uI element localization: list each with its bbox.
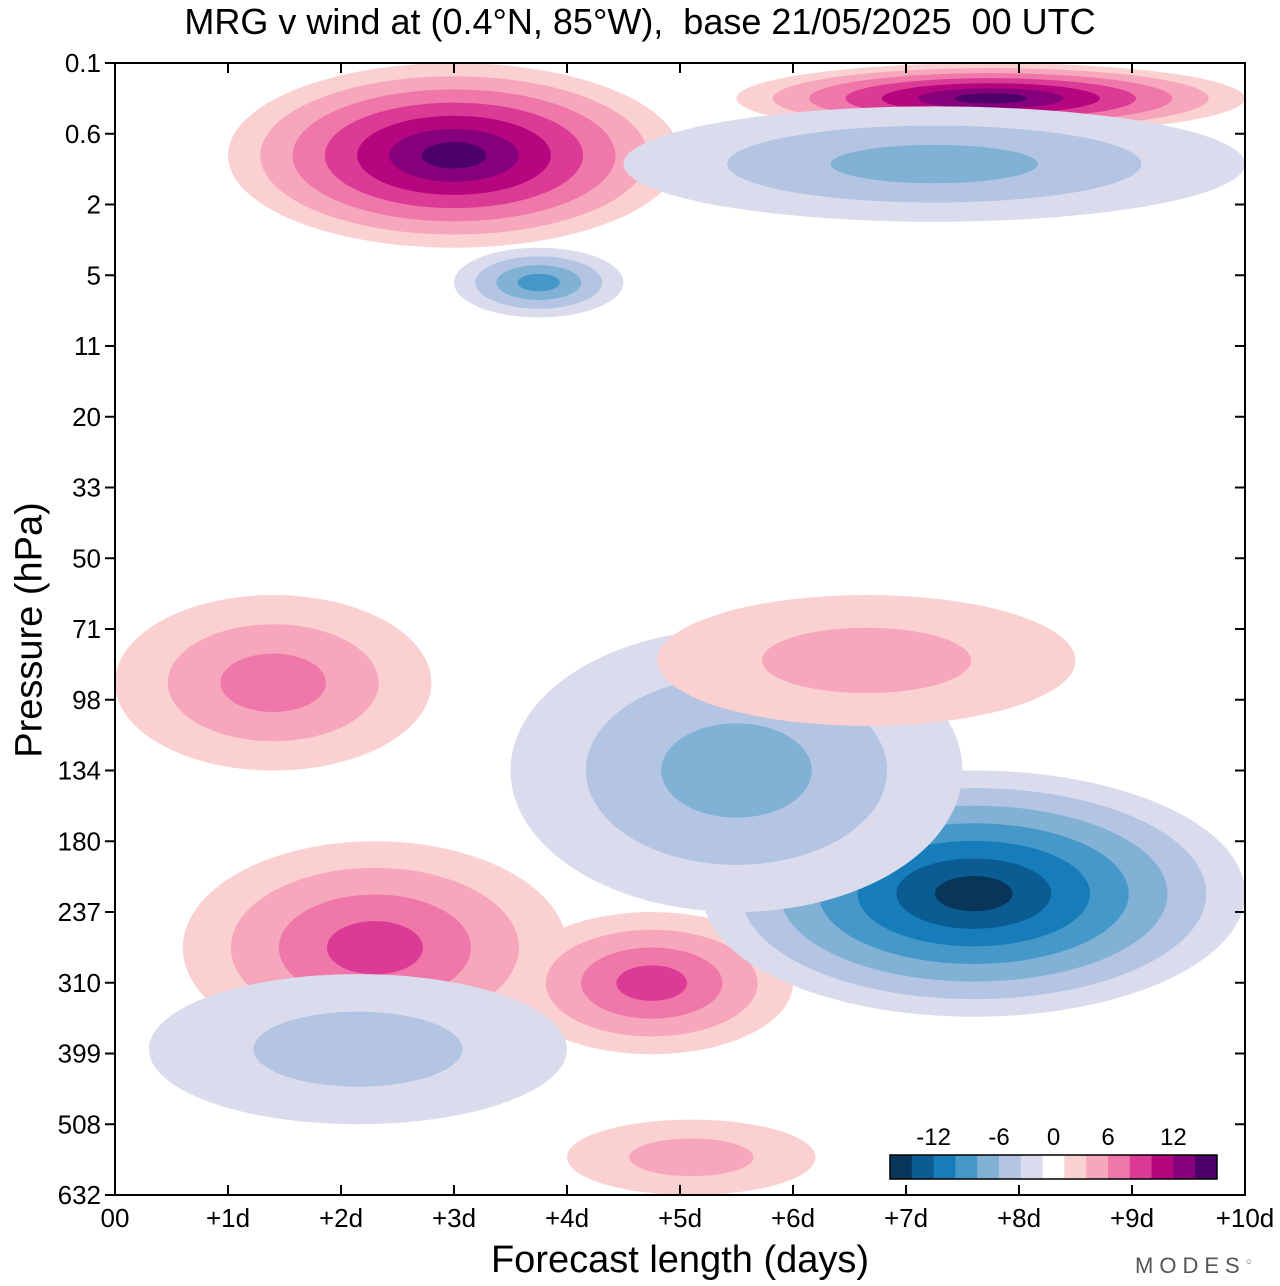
colorbar-tick-label: -12 [916,1124,951,1151]
y-tick-label: 0.6 [65,119,101,149]
colorbar-swatch [911,1155,935,1179]
x-tick-label: 00 [101,1203,130,1233]
colorbar-swatch [890,1155,913,1179]
colorbar-swatch [1108,1155,1131,1179]
contour-feature [148,974,567,1125]
y-tick-label: 0.1 [65,48,101,78]
x-tick-label: +2d [319,1203,363,1233]
contour-level [220,653,326,713]
y-tick-label: 33 [72,473,101,503]
contour-level [661,723,812,818]
x-tick-label: +3d [432,1203,476,1233]
contour-feature [228,63,680,248]
y-tick-label: 399 [58,1039,101,1069]
chart-title: MRG v wind at (0.4°N, 85°W), base 21/05/… [184,1,1096,42]
x-tick-label: +9d [1110,1203,1154,1233]
colorbar: -12 -6 0 6 12 [889,1124,1218,1180]
contour-fields [115,63,1245,1195]
y-tick-label: 20 [72,402,101,432]
contour-feature [657,595,1076,726]
y-tick-label: 2 [87,190,101,220]
colorbar-tick-label: 6 [1101,1124,1114,1151]
y-tick-label: 632 [58,1180,101,1210]
colorbar-swatch [977,1155,1000,1179]
contour-level [935,876,1013,912]
y-tick-label: 71 [72,614,101,644]
contour-feature [736,63,1245,134]
contour-level [421,142,487,169]
contour-feature [567,1119,816,1195]
y-tick-label: 508 [58,1109,101,1139]
colorbar-swatch [1064,1155,1087,1179]
y-tick-label: 310 [58,968,101,998]
y-tick-label: 180 [58,826,101,856]
colorbar-tick-label: -6 [988,1124,1009,1151]
x-tick-label: +6d [771,1203,815,1233]
x-tick-label: +1d [206,1203,250,1233]
y-tick-label: 237 [58,897,101,927]
colorbar-swatch [1195,1155,1218,1179]
contour-level [954,93,1028,104]
y-tick-label: 50 [72,543,101,573]
y-tick-label: 134 [58,756,101,786]
y-tick-label: 11 [74,331,101,361]
y-tick-label: 5 [87,260,101,290]
x-tick-label: +8d [997,1203,1041,1233]
x-tick-label: +4d [545,1203,589,1233]
contour-level [517,273,560,292]
x-tick-label: +10d [1216,1203,1275,1233]
contour-level [761,627,971,694]
contour-feature [623,106,1245,222]
colorbar-swatch [955,1155,978,1179]
contour-level [253,1011,463,1087]
modes-watermark: MODES○ [1135,1253,1252,1278]
colorbar-swatch [1020,1155,1044,1179]
y-axis-label: Pressure (hPa) [8,502,51,758]
colorbar-tick-label: 12 [1160,1124,1187,1151]
contour-feature [115,595,432,771]
y-tick-label: 98 [72,685,101,715]
colorbar-swatch [1042,1155,1065,1179]
colorbar-frame [889,1154,1218,1180]
y-axis: 0.1 0.6 2 5 11 20 33 50 71 98 134 180 237 310 399 508 63… [58,48,1245,1210]
colorbar-tick-label: 0 [1047,1124,1060,1151]
colorbar-swatch [1173,1155,1196,1179]
x-tick-label: +5d [658,1203,702,1233]
contour-level [830,144,1038,184]
colorbar-swatch [1151,1155,1174,1179]
contour-feature [454,247,624,318]
contour-level [616,965,688,1001]
colorbar-swatch [1129,1155,1153,1179]
x-axis: 00 +1d +2d +3d +4d +5d +6d +7d +8d +9d +10d [101,63,1275,1233]
colorbar-swatch [1086,1155,1109,1179]
contour-feature [510,912,793,1055]
colorbar-swatch [933,1155,956,1179]
contour-level [629,1138,754,1177]
x-tick-label: +7d [884,1203,928,1233]
x-axis-label: Forecast length (days) [490,1239,870,1281]
colorbar-swatch [999,1155,1022,1179]
contour-level [326,921,423,975]
